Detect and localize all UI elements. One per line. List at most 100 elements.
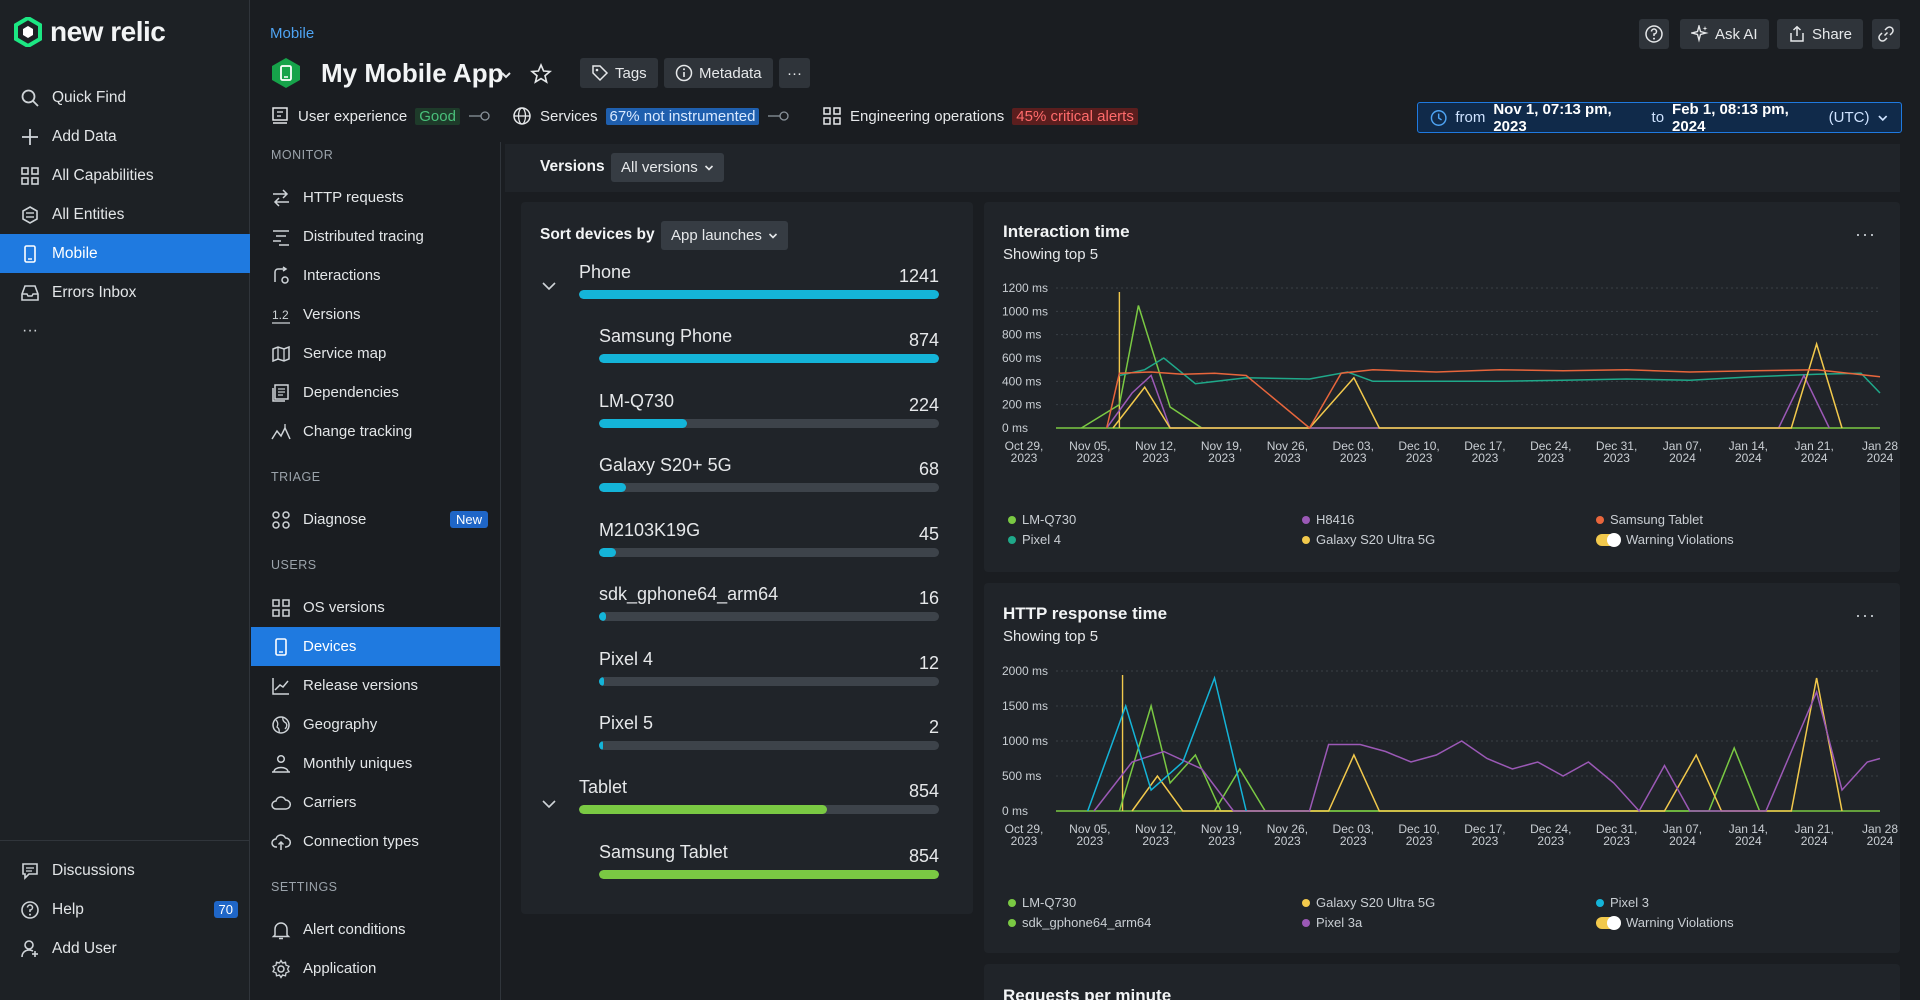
collapse-phone-chevron-icon[interactable]	[541, 280, 557, 292]
x-tick-label: 2023	[1406, 451, 1433, 465]
legend-item[interactable]: Samsung Tablet	[1596, 512, 1703, 527]
share-label: Share	[1812, 25, 1853, 43]
x-tick-label: 2024	[1867, 451, 1894, 465]
services-status[interactable]: Services 67% not instrumented	[512, 106, 790, 126]
device-row-name: Pixel 4	[599, 648, 654, 669]
gear-icon	[272, 958, 290, 979]
legend-label: LM-Q730	[1022, 895, 1077, 910]
device-row-bar-fill	[599, 741, 604, 750]
device-row-name: Samsung Phone	[599, 326, 733, 346]
tags-button[interactable]: Tags	[580, 58, 658, 88]
toggle-switch[interactable]	[1596, 532, 1621, 547]
nav-item-dependencies[interactable]: Dependencies	[251, 373, 500, 412]
time-range-picker[interactable]: from Nov 1, 07:13 pm, 2023 to Feb 1, 08:…	[1417, 100, 1902, 135]
grid-icon	[21, 166, 39, 185]
copy-link-button[interactable]	[1872, 19, 1900, 49]
legend-item[interactable]: Pixel 3a	[1302, 915, 1362, 930]
chevron-down-icon	[704, 164, 713, 171]
metadata-button[interactable]: Metadata	[664, 58, 773, 88]
help-button[interactable]	[1639, 19, 1669, 49]
y-tick-label: 1000 ms	[1002, 734, 1048, 748]
x-tick-label: Oct 29,	[1005, 439, 1044, 453]
versions-dropdown[interactable]: All versions	[611, 153, 724, 182]
share-button[interactable]: Share	[1777, 19, 1864, 49]
header-more-button[interactable]: ···	[779, 58, 810, 88]
tag-icon	[592, 65, 609, 82]
legend-label: Warning Violations	[1626, 532, 1734, 547]
nav-item-http-requests[interactable]: HTTP requests	[251, 178, 500, 217]
legend-item[interactable]: H8416	[1302, 512, 1354, 527]
rail-item-label: Discussions	[52, 861, 135, 879]
device-row-bar	[599, 354, 939, 363]
legend-item[interactable]: Warning Violations	[1596, 532, 1734, 547]
legend-item[interactable]: Pixel 3	[1596, 895, 1649, 910]
favorite-star-icon[interactable]	[530, 63, 552, 85]
x-tick-label: 2023	[1340, 834, 1367, 848]
series-line-galaxy-s20-ultra-5g	[1112, 341, 1843, 429]
series-line-pixel-3a	[1093, 689, 1881, 813]
legend-item[interactable]: LM-Q730	[1008, 512, 1076, 527]
nav-item-service-map[interactable]: Service map	[251, 334, 500, 373]
nav-item-devices[interactable]: Devices	[251, 627, 500, 666]
nav-item-release-versions[interactable]: Release versions	[251, 666, 500, 705]
search-icon	[21, 89, 39, 107]
time-to-value: Feb 1, 08:13 pm, 2024	[1672, 100, 1789, 135]
nav-item-label: Geography	[303, 716, 378, 733]
nav-item-os-versions[interactable]: OS versions	[251, 588, 500, 627]
toggle-switch[interactable]	[1596, 915, 1621, 930]
nav-item-diagnose[interactable]: Diagnose New	[251, 500, 500, 539]
nav-item-monthly-uniques[interactable]: Monthly uniques	[251, 744, 500, 783]
series-line-lm-q730	[1118, 703, 1761, 812]
rail-item-add-data[interactable]: Add Data	[0, 117, 250, 156]
nav-item-geography[interactable]: Geography	[251, 705, 500, 744]
nav-item-interactions[interactable]: Interactions	[251, 256, 500, 295]
rail-item-label: All Entities	[52, 205, 125, 223]
rail-item-mobile[interactable]: Mobile	[0, 234, 250, 273]
rail-item-help[interactable]: Help 70	[0, 890, 250, 929]
user-experience-status[interactable]: User experience Good	[270, 106, 490, 126]
ask-ai-button[interactable]: Ask AI	[1680, 19, 1769, 49]
sort-devices-dropdown[interactable]: App launches	[661, 221, 788, 250]
y-tick-label: 0 ms	[1002, 804, 1028, 818]
device-row-count: 874	[908, 330, 939, 350]
nav-item-application[interactable]: Application	[251, 949, 500, 988]
rail-item-add-user[interactable]: Add User	[0, 929, 250, 968]
nav-item-alert-conditions[interactable]: Alert conditions	[251, 910, 500, 949]
nav-item-label: Service map	[303, 345, 387, 362]
chart-menu-button[interactable]: ···	[1855, 224, 1876, 244]
nav-item-distributed-tracing[interactable]: Distributed tracing	[251, 217, 500, 256]
rail-item-all-capabilities[interactable]: All Capabilities	[0, 156, 250, 195]
legend-item[interactable]: Galaxy S20 Ultra 5G	[1302, 895, 1435, 910]
sparkle-icon	[1691, 25, 1709, 43]
device-row-bar-fill	[599, 676, 604, 686]
nav-item-change-tracking[interactable]: Change tracking	[251, 412, 500, 451]
brand-logo[interactable]: new relic	[14, 16, 166, 48]
legend-item[interactable]: LM-Q730	[1008, 895, 1076, 910]
device-group-count: 1241	[898, 266, 939, 286]
legend-item[interactable]: sdk_gphone64_arm64	[1008, 915, 1151, 930]
nav-item-versions[interactable]: 1.2 Versions	[251, 295, 500, 334]
nav-item-carriers[interactable]: Carriers	[251, 783, 500, 822]
chart-title: Interaction time	[1003, 222, 1130, 241]
title-chevron-down-icon[interactable]	[500, 70, 512, 80]
section-users: USERS	[271, 558, 317, 572]
device-row-bar	[599, 870, 939, 879]
x-tick-label: Dec 17,	[1464, 439, 1505, 453]
rail-item-errors-inbox[interactable]: Errors Inbox	[0, 273, 250, 312]
device-group-count: 854	[908, 781, 939, 801]
nav-item-label: Versions	[303, 306, 361, 323]
rail-item-quick-find[interactable]: Quick Find	[0, 78, 250, 117]
rail-item-all-entities[interactable]: All Entities	[0, 195, 250, 234]
collapse-tablet-chevron-icon[interactable]	[541, 798, 557, 810]
chart-menu-button[interactable]: ···	[1855, 605, 1876, 625]
legend-item[interactable]: Warning Violations	[1596, 915, 1734, 930]
rail-more-button[interactable]: ···	[22, 322, 38, 339]
x-tick-label: Nov 26,	[1267, 439, 1308, 453]
breadcrumb[interactable]: Mobile	[270, 25, 315, 42]
legend-item[interactable]: Pixel 4	[1008, 532, 1061, 547]
legend-item[interactable]: Galaxy S20 Ultra 5G	[1302, 532, 1435, 547]
engineering-operations-status[interactable]: Engineering operations 45% critical aler…	[822, 106, 1138, 126]
rail-item-discussions[interactable]: Discussions	[0, 851, 250, 890]
device-row-bar	[599, 676, 939, 686]
nav-item-connection-types[interactable]: Connection types	[251, 822, 500, 861]
